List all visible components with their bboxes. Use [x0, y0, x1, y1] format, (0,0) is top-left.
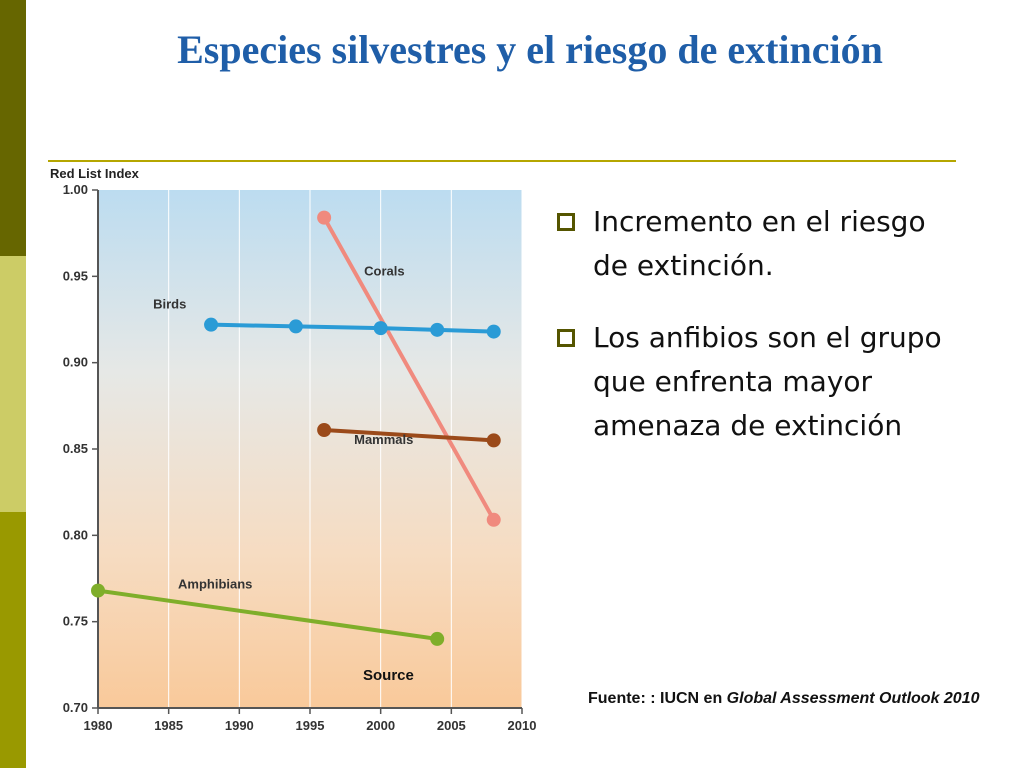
data-point-amphibians — [430, 631, 445, 646]
bullet-item-1: Incremento en el riesgo de extinción. — [555, 200, 955, 288]
chart-annotation-source: Source — [363, 667, 414, 684]
chart-ylabel: Red List Index — [50, 166, 140, 181]
data-point-birds — [288, 319, 303, 334]
series-line-mammals — [322, 428, 496, 443]
title-rule — [48, 160, 956, 162]
bullet-list: Incremento en el riesgo de extinción. Lo… — [555, 200, 955, 476]
data-point-birds — [204, 317, 219, 332]
data-point-corals — [317, 210, 332, 225]
y-tick-label: 0.80 — [63, 527, 88, 542]
source-title: Global Assessment Outlook 2010 — [726, 690, 980, 707]
square-bullet-icon — [557, 213, 575, 231]
y-tick-label: 0.70 — [63, 700, 88, 715]
bullet-text-1: Incremento en el riesgo de extinción. — [593, 205, 926, 282]
series-label-mammals: Mammals — [354, 432, 413, 447]
series-label-corals: Corals — [364, 264, 404, 279]
x-tick-label: 2010 — [508, 718, 537, 733]
data-point-mammals — [317, 423, 332, 438]
red-list-chart: 1980 1985 1990 1995 2000 2005 2010 1.00 0.95 0.90… — [50, 166, 537, 733]
x-tick-label: 1980 — [84, 718, 113, 733]
y-tick-label: 1.00 — [63, 182, 88, 197]
decor-bar-middle — [0, 256, 26, 512]
series-line-corals — [322, 215, 496, 522]
data-point-birds — [486, 324, 501, 339]
square-bullet-icon — [557, 329, 575, 347]
source-prefix: Fuente: : IUCN en — [588, 690, 727, 707]
decor-bar-top — [0, 0, 26, 256]
data-point-mammals — [486, 433, 501, 448]
bullet-text-2: Los anfibios son el grupo que enfrenta m… — [593, 321, 942, 442]
y-tick-label: 0.90 — [63, 355, 88, 370]
x-tick-label: 1995 — [296, 718, 325, 733]
y-tick-label: 0.85 — [63, 441, 88, 456]
data-point-corals — [486, 512, 501, 527]
data-point-amphibians — [91, 583, 105, 598]
decor-bar-bottom — [0, 512, 26, 768]
bullet-item-2: Los anfibios son el grupo que enfrenta m… — [555, 316, 955, 448]
data-point-birds — [430, 322, 445, 337]
series-label-amphibians: Amphibians — [178, 577, 252, 592]
x-tick-label: 1990 — [225, 718, 254, 733]
data-point-birds — [373, 321, 388, 336]
slide-title: Especies silvestres y el riesgo de extin… — [177, 27, 883, 72]
series-line-amphibians — [96, 588, 440, 641]
x-tick-label: 2000 — [366, 718, 395, 733]
x-tick-label: 1985 — [154, 718, 183, 733]
y-tick-label: 0.95 — [63, 268, 88, 283]
source-note: Fuente: : IUCN en Global Assessment Outl… — [588, 689, 988, 709]
y-tick-label: 0.75 — [63, 614, 88, 629]
series-label-birds: Birds — [153, 297, 186, 312]
x-tick-label: 2005 — [437, 718, 466, 733]
